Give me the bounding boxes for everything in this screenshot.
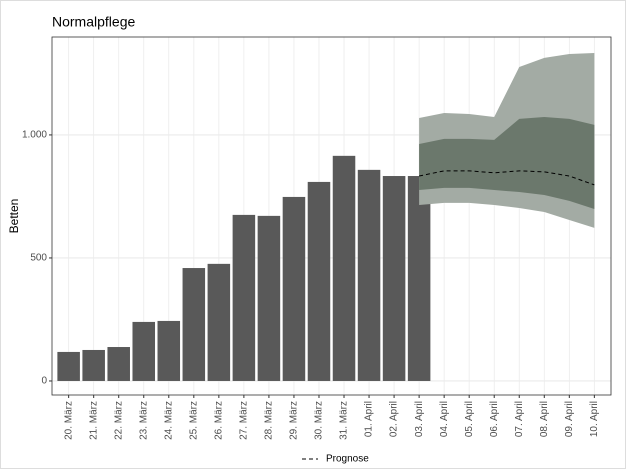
x-tick-label: 22. März	[113, 401, 124, 440]
panel-border	[51, 36, 612, 396]
x-tick-label: 21. März	[88, 401, 99, 440]
bar	[57, 351, 80, 381]
bar	[407, 176, 431, 381]
x-tick-label: 27. März	[239, 401, 250, 440]
x-tick-label: 06. April	[489, 401, 500, 437]
x-tick-label: 09. April	[564, 401, 575, 437]
bar	[382, 176, 406, 381]
legend-label: Prognose	[326, 454, 369, 465]
x-tick-label: 29. März	[289, 401, 300, 440]
x-tick-label: 04. April	[439, 401, 450, 437]
chart-title: Normalpflege	[52, 14, 135, 30]
bar	[107, 347, 130, 381]
bar	[157, 320, 181, 381]
bar	[332, 155, 356, 381]
y-axis-label: Betten	[7, 199, 21, 234]
x-tick-label: 10. April	[589, 401, 600, 437]
x-tick-label: 02. April	[389, 401, 400, 437]
x-tick-label: 05. April	[464, 401, 475, 437]
x-tick-label: 08. April	[539, 401, 550, 437]
x-tick-label: 30. März	[314, 401, 325, 440]
y-tick-label: 500	[30, 253, 47, 264]
x-tick-label: 24. März	[163, 401, 174, 440]
bar	[182, 268, 206, 381]
forecast-band	[419, 116, 595, 209]
x-tick-label: 20. März	[63, 401, 74, 440]
x-tick-label: 01. April	[364, 401, 375, 437]
forecast-line	[419, 170, 595, 186]
x-tick-label: 07. April	[514, 401, 525, 437]
bar	[307, 181, 331, 381]
y-tick-label: 1.000	[22, 130, 47, 141]
x-tick-label: 28. März	[264, 401, 275, 440]
bar	[357, 169, 381, 381]
x-tick-label: 23. März	[138, 401, 149, 440]
bar	[282, 196, 306, 381]
x-tick-label: 26. März	[213, 401, 224, 440]
x-tick-label: 31. März	[339, 401, 350, 440]
bar	[82, 349, 105, 381]
bar	[232, 214, 256, 381]
bar	[207, 263, 231, 381]
y-tick-label: 0	[41, 376, 47, 387]
x-tick-label: 03. April	[414, 401, 425, 437]
x-tick-label: 25. März	[188, 401, 199, 440]
bar	[257, 215, 281, 381]
bar	[132, 321, 156, 381]
